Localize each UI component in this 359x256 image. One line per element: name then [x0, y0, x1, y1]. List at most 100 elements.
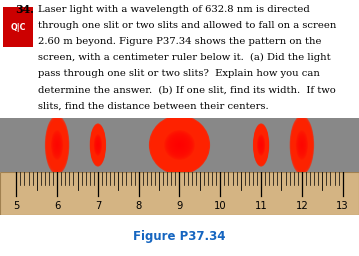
Ellipse shape	[93, 131, 103, 159]
Text: slits, find the distance between their centers.: slits, find the distance between their c…	[38, 102, 268, 111]
Ellipse shape	[158, 124, 201, 166]
Ellipse shape	[290, 115, 314, 175]
Ellipse shape	[295, 128, 309, 162]
Ellipse shape	[93, 132, 103, 158]
Ellipse shape	[164, 130, 195, 160]
Ellipse shape	[256, 131, 266, 159]
Text: 12: 12	[295, 200, 308, 210]
Ellipse shape	[91, 127, 105, 163]
Ellipse shape	[45, 116, 69, 174]
Ellipse shape	[162, 128, 197, 162]
Text: Laser light with a wavelength of 632.8 nm is directed: Laser light with a wavelength of 632.8 n…	[38, 5, 309, 14]
Text: 8: 8	[136, 200, 142, 210]
Ellipse shape	[155, 121, 204, 169]
Ellipse shape	[171, 137, 188, 153]
Bar	[3, 7, 33, 47]
Text: 11: 11	[255, 200, 267, 210]
Ellipse shape	[46, 117, 69, 173]
Ellipse shape	[253, 123, 269, 167]
Text: 10: 10	[214, 200, 227, 210]
Ellipse shape	[297, 134, 306, 156]
Ellipse shape	[169, 135, 190, 155]
Ellipse shape	[291, 118, 313, 172]
Ellipse shape	[298, 136, 306, 154]
Ellipse shape	[149, 115, 210, 175]
Ellipse shape	[257, 134, 265, 156]
Ellipse shape	[48, 123, 66, 167]
Ellipse shape	[296, 131, 308, 159]
Ellipse shape	[150, 116, 209, 174]
Ellipse shape	[258, 137, 264, 153]
Text: 9: 9	[176, 200, 183, 210]
Text: through one slit or two slits and allowed to fall on a screen: through one slit or two slits and allowe…	[38, 21, 336, 30]
Ellipse shape	[298, 135, 306, 155]
Ellipse shape	[53, 134, 62, 156]
Ellipse shape	[256, 132, 266, 158]
Ellipse shape	[170, 136, 189, 154]
Ellipse shape	[295, 129, 308, 161]
Ellipse shape	[48, 122, 66, 168]
Ellipse shape	[165, 131, 194, 159]
Ellipse shape	[47, 121, 67, 169]
Text: Q|C: Q|C	[10, 23, 26, 32]
Ellipse shape	[257, 135, 265, 155]
Ellipse shape	[255, 128, 267, 162]
Ellipse shape	[297, 132, 307, 158]
Ellipse shape	[154, 120, 205, 170]
Ellipse shape	[51, 129, 64, 161]
Ellipse shape	[93, 133, 103, 157]
Ellipse shape	[156, 122, 203, 168]
Ellipse shape	[166, 132, 193, 158]
Text: 2.60 m beyond. Figure P37.34 shows the pattern on the: 2.60 m beyond. Figure P37.34 shows the p…	[38, 37, 321, 46]
Ellipse shape	[90, 124, 106, 166]
Ellipse shape	[51, 130, 63, 160]
Ellipse shape	[259, 139, 263, 151]
Ellipse shape	[94, 136, 102, 154]
Ellipse shape	[292, 120, 312, 170]
Text: pass through one slit or two slits?  Explain how you can: pass through one slit or two slits? Expl…	[38, 69, 320, 78]
Ellipse shape	[159, 125, 200, 165]
Ellipse shape	[94, 133, 102, 156]
Ellipse shape	[95, 138, 101, 152]
Ellipse shape	[257, 133, 265, 156]
Ellipse shape	[52, 133, 62, 157]
Ellipse shape	[255, 129, 267, 161]
Ellipse shape	[151, 117, 208, 173]
Ellipse shape	[290, 116, 314, 174]
Ellipse shape	[52, 132, 62, 158]
Ellipse shape	[50, 126, 65, 164]
Ellipse shape	[161, 127, 198, 163]
Ellipse shape	[255, 130, 267, 160]
Text: 5: 5	[13, 200, 19, 210]
Ellipse shape	[47, 119, 68, 171]
Text: 6: 6	[54, 200, 60, 210]
Ellipse shape	[95, 137, 101, 153]
Ellipse shape	[254, 125, 269, 164]
Ellipse shape	[95, 136, 101, 154]
Ellipse shape	[293, 122, 311, 168]
Ellipse shape	[46, 118, 68, 172]
Ellipse shape	[254, 127, 268, 163]
Ellipse shape	[50, 128, 64, 162]
Ellipse shape	[92, 128, 104, 162]
Ellipse shape	[96, 139, 100, 151]
Ellipse shape	[256, 133, 266, 157]
Text: 34.: 34.	[15, 4, 34, 15]
Ellipse shape	[253, 125, 269, 165]
Ellipse shape	[297, 133, 307, 157]
Ellipse shape	[254, 126, 268, 164]
Ellipse shape	[291, 119, 312, 171]
Ellipse shape	[92, 130, 104, 160]
Ellipse shape	[92, 129, 104, 162]
Ellipse shape	[94, 135, 102, 155]
Ellipse shape	[294, 125, 310, 165]
Ellipse shape	[167, 133, 192, 157]
Ellipse shape	[49, 125, 65, 165]
Ellipse shape	[90, 125, 106, 165]
Ellipse shape	[296, 130, 308, 160]
Ellipse shape	[293, 123, 311, 167]
Ellipse shape	[53, 135, 61, 155]
Ellipse shape	[168, 134, 191, 156]
Ellipse shape	[47, 120, 67, 170]
Text: 7: 7	[95, 200, 101, 210]
